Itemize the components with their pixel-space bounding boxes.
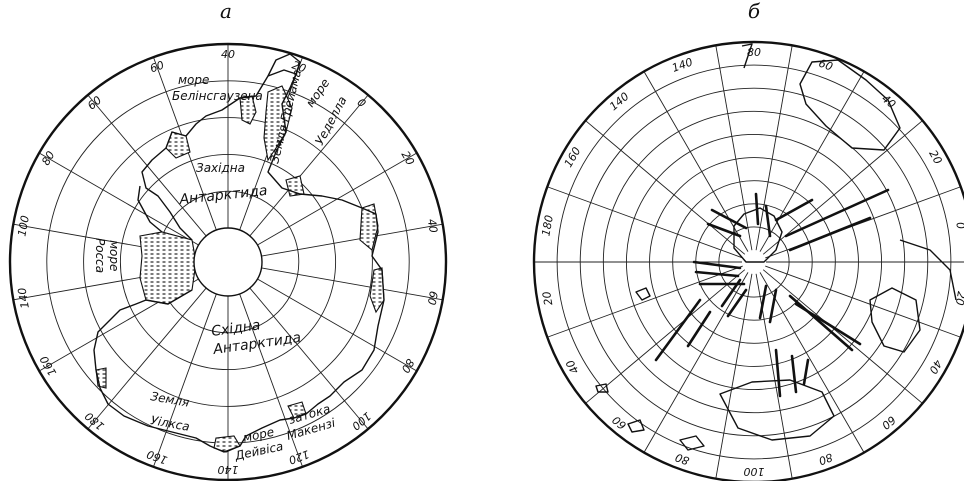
- degree-label: 180: [82, 409, 106, 432]
- antarctica-small: [733, 207, 783, 263]
- degree-label: 140: [218, 463, 239, 476]
- meridian-line: [765, 265, 961, 338]
- label-west-2: Антарктида: [178, 183, 269, 208]
- meridian-line: [257, 278, 418, 372]
- degree-label: 20: [953, 290, 964, 306]
- meridian-line: [715, 273, 753, 479]
- meridian-line: [762, 269, 923, 404]
- meridian-line: [755, 45, 793, 251]
- label-east-1: Східна: [210, 317, 261, 340]
- degree-label: 140: [15, 287, 31, 310]
- antarctica-coastline-a: [93, 69, 385, 453]
- degree-label: 80: [39, 149, 57, 168]
- ronne-ice-shelf: [263, 85, 293, 162]
- degree-label: 60: [425, 290, 440, 306]
- meridian-line: [249, 94, 369, 237]
- meridian-line: [87, 287, 207, 430]
- degree-label: 80: [747, 46, 761, 59]
- degree-label: 60: [817, 57, 835, 74]
- label-wilkes-1: Земля: [149, 389, 190, 410]
- panel-a-map: а море Белінсгаузена море Уеделла Земля …: [8, 0, 448, 481]
- amery-shelf: [359, 203, 379, 251]
- meridian-line: [759, 272, 865, 453]
- panel-b-letter: б: [748, 0, 761, 23]
- degree-label: 80: [399, 356, 417, 375]
- degree-label: 40: [563, 357, 581, 376]
- meridian-line: [261, 267, 443, 301]
- degree-label: 80: [817, 450, 835, 467]
- degree-label: 140: [607, 90, 631, 113]
- islands-west: [635, 287, 651, 301]
- label-ross-1: море: [107, 240, 121, 271]
- meridian-line: [239, 293, 303, 468]
- label-davis-1: море: [242, 425, 276, 445]
- meridian-line: [643, 272, 749, 453]
- degree-label: 180: [539, 214, 555, 237]
- glacial-tracks: [654, 188, 890, 398]
- south-america-outline: [741, 43, 753, 69]
- degree-label: 100: [15, 214, 31, 237]
- degree-label: 20: [290, 59, 308, 76]
- meridian-line: [261, 223, 443, 257]
- label-wilkes-2: Уілкса: [149, 413, 190, 434]
- degree-label: 20: [399, 149, 417, 168]
- degree-label: 100: [744, 465, 765, 478]
- panel-b-outer-rim: [532, 40, 964, 481]
- india-outline: [869, 287, 921, 353]
- meridian-line: [153, 293, 217, 468]
- degree-label: 100: [349, 409, 373, 432]
- label-weddell-1: море: [303, 76, 332, 110]
- meridian-line: [643, 71, 749, 252]
- meridian-line: [38, 152, 199, 246]
- degree-label: 20: [540, 290, 555, 306]
- australia-outline: [719, 379, 835, 441]
- degree-label: 40: [425, 218, 440, 234]
- meridian-line: [547, 186, 743, 259]
- degree-label: 40: [926, 357, 944, 376]
- africa-outline: [799, 59, 901, 151]
- meridian-line: [547, 265, 743, 338]
- degree-label: 20: [926, 148, 944, 167]
- meridian-line: [762, 120, 923, 255]
- west-coast-a: [137, 185, 163, 233]
- islands-southwest: [595, 383, 705, 451]
- asia-coast: [899, 239, 957, 301]
- label-bellingshausen-1: море: [178, 73, 209, 87]
- panel-a-outer-rim: [8, 42, 448, 481]
- meridian-line: [585, 269, 746, 404]
- meridian-line: [249, 287, 369, 430]
- panel-a-pole-circle: [193, 227, 263, 297]
- degree-label: 0: [953, 221, 964, 230]
- degree-label: 80: [674, 450, 692, 467]
- label-ross-2: Росса: [93, 238, 107, 273]
- panel-a-letter: а: [220, 0, 232, 23]
- meridian-line: [585, 120, 746, 255]
- label-west-1: Західна: [196, 161, 245, 175]
- panel-b-map: б: [532, 0, 964, 481]
- label-bellingshausen-2: Белінсгаузена: [172, 89, 263, 103]
- degree-label: 40: [221, 48, 235, 61]
- degree-label: 60: [148, 59, 166, 76]
- meridian-line: [715, 45, 753, 251]
